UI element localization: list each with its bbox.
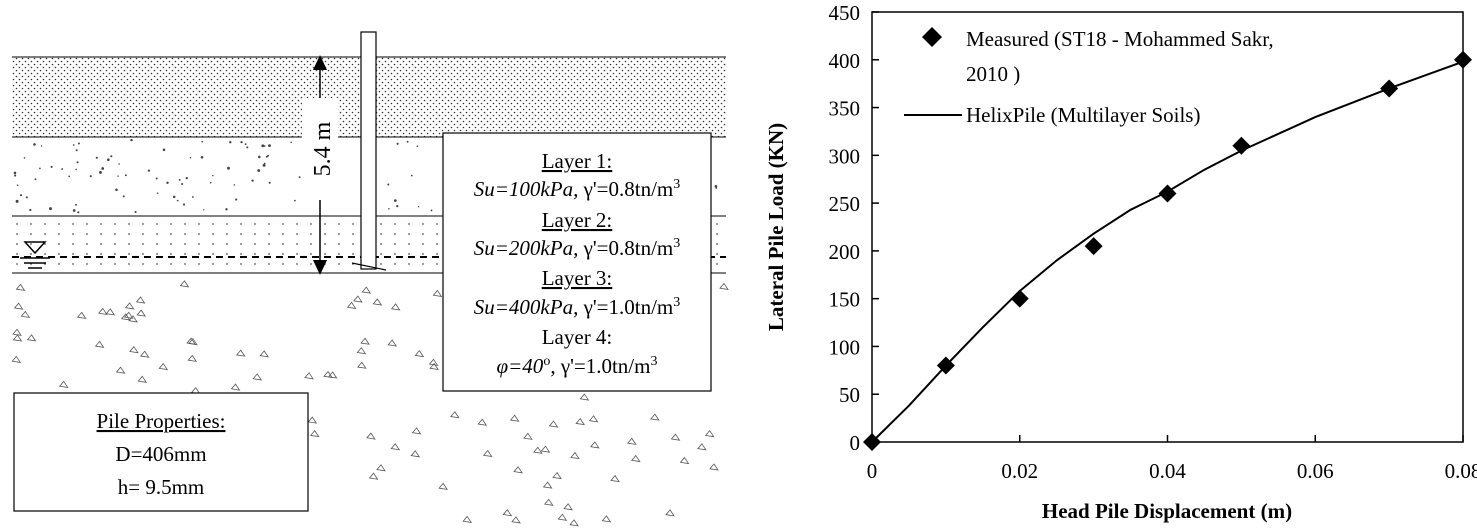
soil-profile-svg: 5.4 m Layer 1: Su=100kPa, γ'=0.8tn/m3 La… [11,31,729,527]
depth-label: 5.4 m [310,121,336,176]
helixpile-curve [871,60,1464,443]
pile-thickness: h= 9.5mm [118,475,205,499]
y-axis: 0 50 100 150 200 250 300 350 400 450 [829,1,879,455]
x-tick-label: 0.06 [1297,459,1334,483]
soil-profile-diagram: 5.4 m Layer 1: Su=100kPa, γ'=0.8tn/m3 La… [0,0,740,527]
legend-measured-line2: 2010 ) [966,62,1020,86]
layer1-props: Layer 1: Su=100kPa, γ'=0.8tn/m3 [474,149,681,201]
measured-point [1010,289,1029,308]
measured-point [1380,79,1399,98]
x-axis: 0 0.02 0.04 0.06 0.08 [867,435,1477,483]
measured-point [863,433,881,451]
y-tick-label: 100 [829,335,861,359]
y-tick-label: 0 [850,431,861,455]
y-axis-label: Lateral Pile Load (KN) [764,123,788,331]
depth-dimension-arrow [302,55,338,275]
pile-shaft [360,31,377,270]
layer2-props: Layer 2: Su=200kPa, γ'=0.8tn/m3 [474,208,681,260]
x-axis-label: Head Pile Displacement (m) [1042,499,1292,523]
layer2-title: Layer 2: [542,208,613,232]
layer4-values: φ=40o, γ'=1.0tn/m3 [497,354,658,378]
layer1-values: Su=100kPa, γ'=0.8tn/m3 [474,177,681,201]
water-table-icon [20,241,50,269]
layer2-values: Su=200kPa, γ'=0.8tn/m3 [474,236,681,260]
layer2-band [13,138,718,214]
legend: Measured (ST18 - Mohammed Sakr, 2010 ) H… [904,27,1274,127]
layer4-band [11,280,729,527]
measured-point [936,356,955,375]
measured-point [1232,136,1251,155]
x-tick-label: 0 [867,459,878,483]
layer1-title: Layer 1: [542,149,613,173]
pile-diameter: D=406mm [115,442,206,466]
measured-point [1454,50,1472,69]
layer3-props: Layer 3: Su=400kPa, γ'=1.0tn/m3 [474,266,681,319]
legend-diamond-marker [922,27,942,47]
layer3-values: Su=400kPa, γ'=1.0tn/m3 [474,295,681,319]
y-tick-label: 150 [829,288,861,312]
y-tick-label: 350 [829,97,861,121]
series-measured [863,50,1472,451]
legend-helixpile: HelixPile (Multilayer Soils) [966,103,1200,127]
plot-area-frame [871,11,1464,443]
load-displacement-chart: 0 50 100 150 200 250 300 350 400 450 0 0.02 0.04 0.0… [740,0,1477,527]
measured-point [1158,184,1177,203]
y-tick-label: 200 [829,240,861,264]
pile-properties-title: Pile Properties: [97,409,226,433]
layer4-props: Layer 4: φ=40o, γ'=1.0tn/m3 [497,325,658,378]
legend-measured-line1: Measured (ST18 - Mohammed Sakr, [966,27,1274,51]
series-helixpile [871,60,1464,443]
x-tick-label: 0.08 [1445,459,1477,483]
y-tick-label: 50 [839,383,860,407]
measured-point [1084,237,1103,256]
pile-properties-box [13,392,309,512]
layer4-title: Layer 4: [542,325,613,349]
y-tick-label: 250 [829,192,861,216]
chart-svg: 0 50 100 150 200 250 300 350 400 450 0 0.02 0.04 0.0… [764,1,1477,523]
y-tick-label: 450 [829,1,861,25]
y-tick-label: 400 [829,49,861,73]
layer-properties-box [442,132,712,392]
y-tick-label: 300 [829,144,861,168]
layer3-title: Layer 3: [542,266,613,290]
x-tick-label: 0.02 [1001,459,1038,483]
x-tick-label: 0.04 [1149,459,1186,483]
pile-tip [351,262,387,271]
